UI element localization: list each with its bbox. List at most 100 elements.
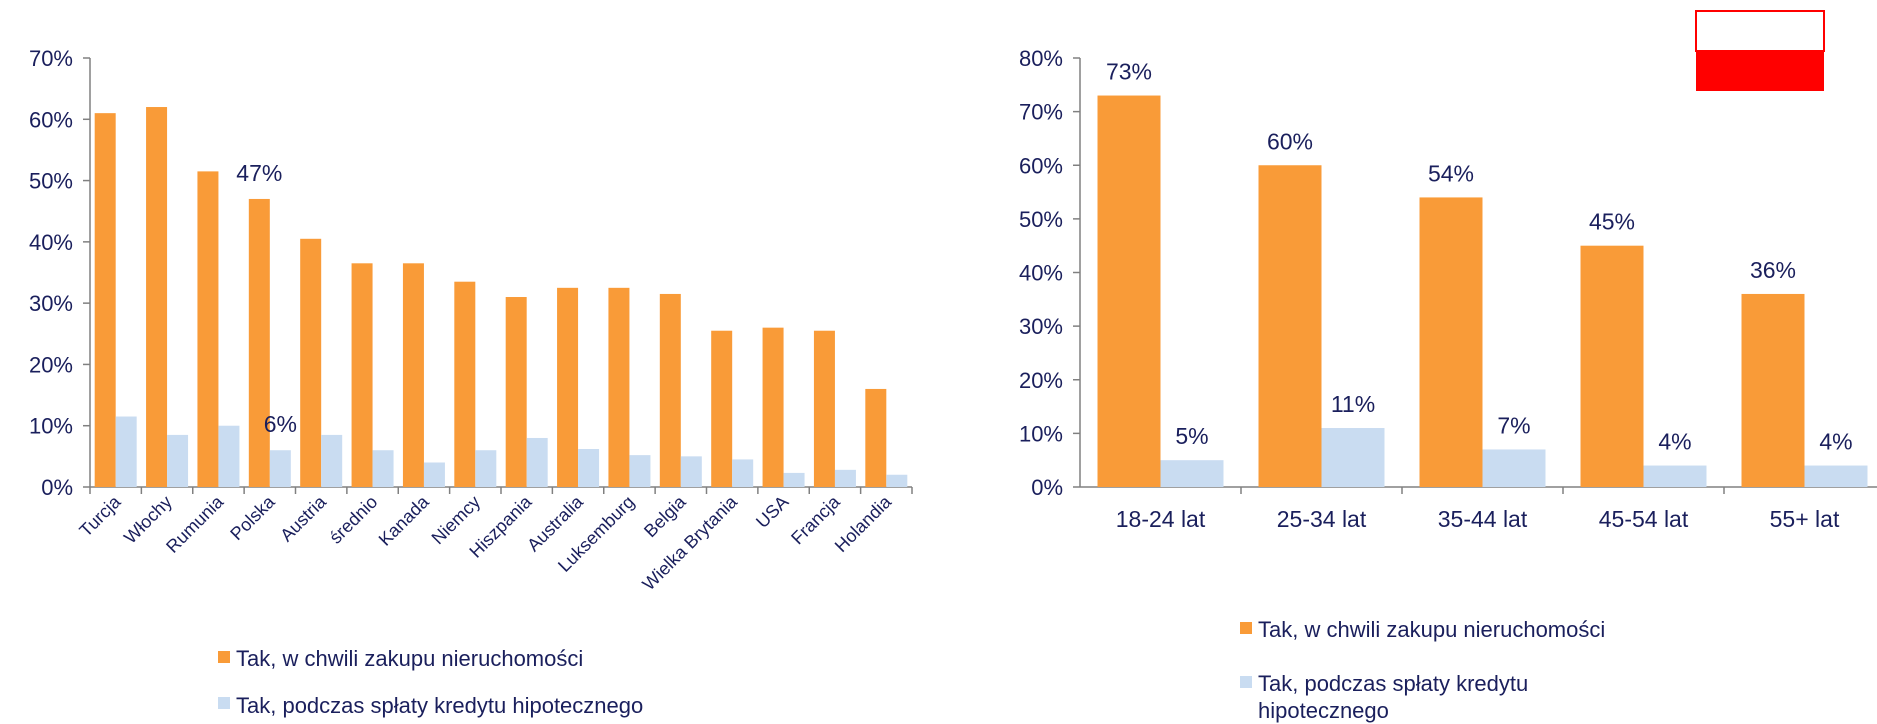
flag-white-stripe (1695, 10, 1825, 52)
legend-swatch-series-1 (218, 697, 230, 709)
age-bar-chart: 0% 10% 20% 30% 40% 50% 60% 70% 80% 73% 5% 18-24 lat… (1019, 46, 1877, 723)
x-category-label: średnio (325, 492, 381, 548)
bar-series-1 (526, 437, 548, 487)
bar-series-0 (454, 281, 476, 487)
bar-series-0 (608, 287, 630, 487)
bar-series-0 (402, 263, 424, 487)
x-category-label: 35-44 lat (1438, 506, 1528, 532)
bar-series-1 (475, 450, 497, 487)
bar-series-0 (1097, 95, 1161, 487)
bar-series-0 (659, 293, 681, 487)
legend-label: Tak, podczas spłaty kredytu (1258, 671, 1528, 696)
bar-series-0 (762, 327, 784, 487)
bar-series-1 (218, 425, 240, 487)
y-tick-label: 30% (1019, 314, 1063, 339)
y-tick-label: 20% (29, 352, 73, 377)
legend-swatch-series-1 (1240, 676, 1252, 688)
legend-label: Tak, podczas spłaty kredytu hipotecznego (236, 693, 643, 718)
data-label: 36% (1750, 257, 1796, 283)
x-category-label: USA (752, 492, 792, 532)
bar-series-0 (1419, 197, 1483, 488)
x-category-label: Belgia (640, 491, 690, 541)
bar-series-1 (1160, 460, 1224, 487)
x-category-label: 55+ lat (1770, 506, 1840, 532)
data-label: 4% (1819, 429, 1852, 455)
bar-series-1 (834, 469, 856, 487)
data-label: 5% (1175, 423, 1208, 449)
legend-swatch-series-0 (218, 651, 230, 663)
bar-series-0 (1741, 293, 1805, 487)
legend-swatch-series-0 (1240, 622, 1252, 634)
y-tick-label: 60% (29, 107, 73, 132)
bar-series-1 (732, 459, 754, 487)
bar-series-1 (886, 474, 908, 487)
data-label: 54% (1428, 160, 1474, 186)
bar-series-1 (1804, 465, 1868, 487)
bar-series-1 (1643, 465, 1707, 487)
bar-series-1 (115, 416, 137, 487)
y-tick-label: 0% (41, 475, 73, 500)
y-tick-label: 40% (29, 230, 73, 255)
legend-label: Tak, w chwili zakupu nieruchomości (1258, 617, 1605, 642)
x-category-label: Holandia (831, 491, 896, 556)
y-tick-label: 10% (29, 414, 73, 439)
data-label: 47% (236, 160, 282, 186)
x-category-label: Kanada (375, 491, 434, 550)
x-category-label: Rumunia (162, 491, 228, 557)
bar-series-1 (167, 434, 189, 487)
y-tick-label: 60% (1019, 153, 1063, 178)
bar-series-0 (197, 171, 219, 487)
y-tick-label: 30% (29, 291, 73, 316)
data-label: 7% (1497, 412, 1530, 438)
bar-series-0 (351, 263, 373, 487)
legend-label: hipotecznego (1258, 698, 1389, 723)
poland-flag-icon (1695, 10, 1825, 91)
bar-series-0 (557, 287, 579, 487)
bar-series-0 (146, 107, 168, 488)
data-label: 73% (1106, 59, 1152, 85)
bar-series-0 (711, 330, 733, 487)
y-tick-label: 70% (1019, 100, 1063, 125)
y-tick-label: 50% (1019, 207, 1063, 232)
bar-series-1 (423, 462, 445, 487)
bar-series-0 (505, 297, 527, 487)
x-category-label: Austria (276, 491, 330, 545)
bar-series-1 (1321, 428, 1385, 487)
bar-series-1 (578, 449, 600, 487)
bar-series-1 (372, 450, 394, 487)
bar-series-0 (1580, 245, 1644, 487)
y-tick-label: 40% (1019, 261, 1063, 286)
y-tick-label: 80% (1019, 46, 1063, 71)
x-category-label: 18-24 lat (1116, 506, 1206, 532)
x-category-label: Polska (226, 491, 279, 544)
data-label: 4% (1658, 429, 1691, 455)
flag-red-stripe (1696, 51, 1824, 91)
bar-series-1 (269, 450, 291, 487)
bar-series-0 (865, 388, 887, 487)
y-tick-label: 10% (1019, 421, 1063, 446)
data-label: 45% (1589, 209, 1635, 235)
bar-series-0 (248, 198, 270, 487)
data-label: 60% (1267, 128, 1313, 154)
bar-series-1 (321, 434, 343, 487)
data-label: 11% (1331, 391, 1375, 417)
x-category-label: Wielka Brytania (638, 491, 741, 594)
x-category-label: Turcja (75, 491, 125, 541)
bar-series-1 (629, 455, 651, 487)
bar-series-0 (94, 113, 116, 488)
y-tick-label: 50% (29, 169, 73, 194)
y-tick-label: 20% (1019, 368, 1063, 393)
bar-series-0 (813, 330, 835, 487)
x-category-label: 45-54 lat (1599, 506, 1689, 532)
bar-series-0 (300, 238, 322, 487)
bar-series-1 (680, 456, 702, 487)
bar-series-1 (783, 472, 805, 487)
bar-series-0 (1258, 165, 1322, 487)
y-tick-label: 70% (29, 46, 73, 71)
data-label: 6% (264, 411, 297, 437)
y-tick-label: 0% (1031, 475, 1063, 500)
x-category-label: 25-34 lat (1277, 506, 1367, 532)
legend-label: Tak, w chwili zakupu nieruchomości (236, 646, 583, 671)
bar-series-1 (1482, 449, 1546, 487)
